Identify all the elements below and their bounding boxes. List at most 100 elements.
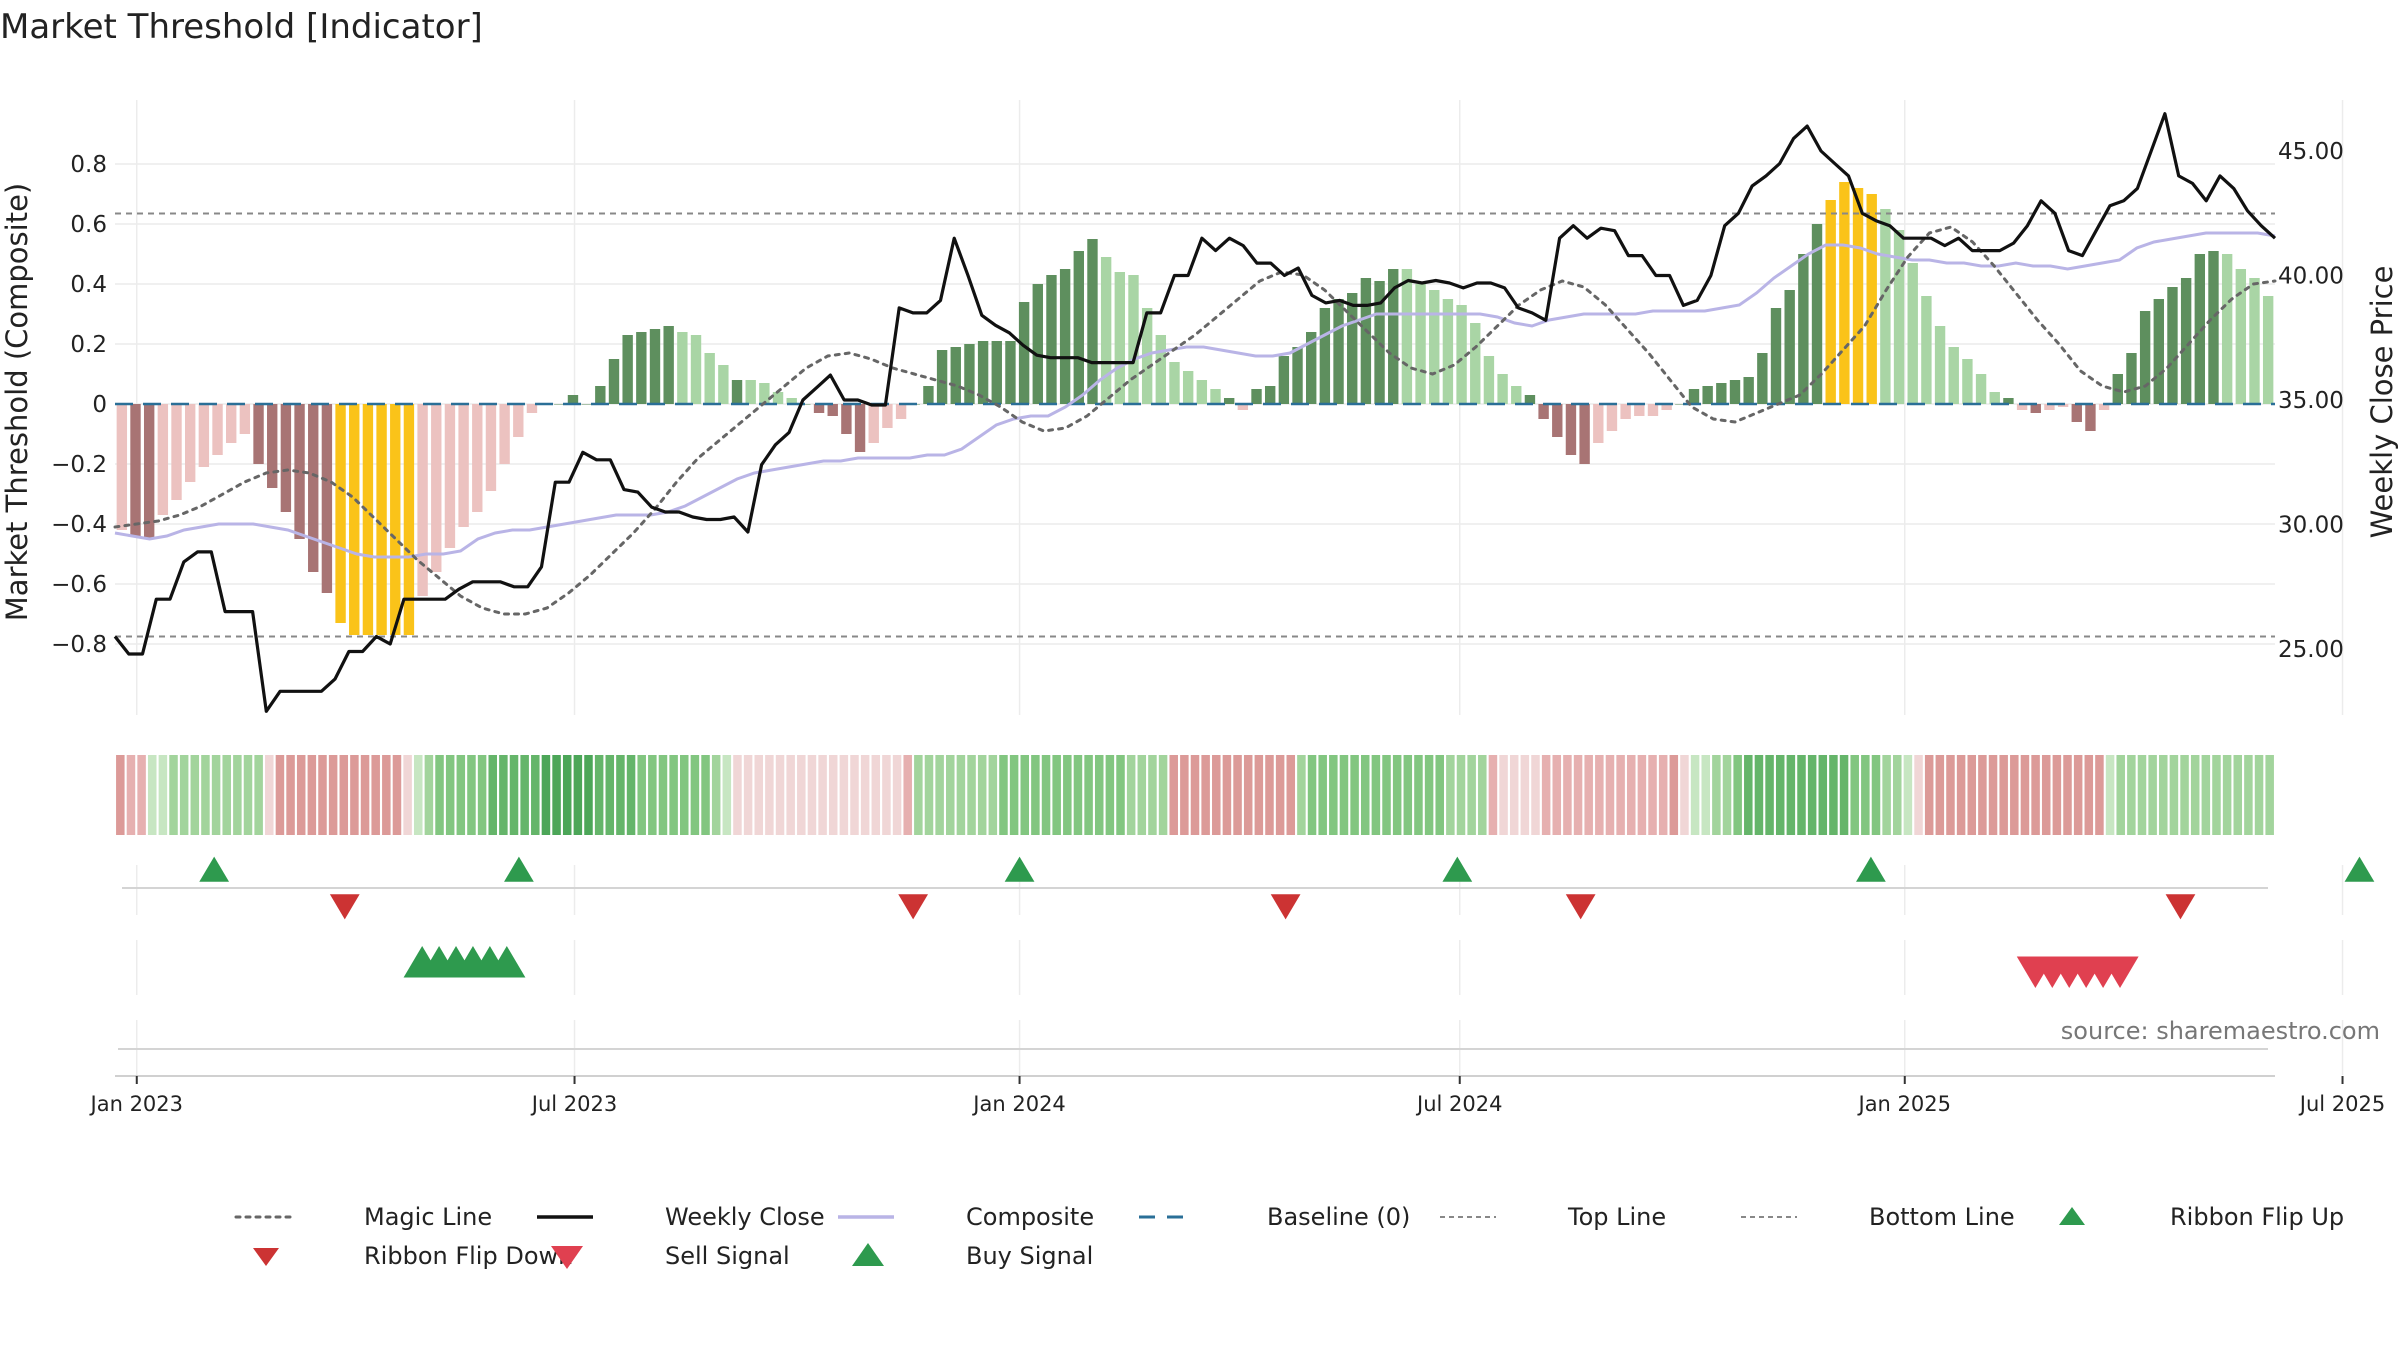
composite-bar [349,404,360,635]
ribbon-cell [2201,755,2211,835]
composite-bar [1059,269,1071,404]
ribbon-cell [1573,755,1583,835]
ribbon-cell [2190,755,2200,835]
ribbon-cell [605,755,615,835]
composite-bar [2167,287,2178,404]
composite-bar [2044,404,2055,410]
composite-bar [1128,275,1139,404]
ribbon-flip-down-marker [1270,894,1301,920]
composite-bar [1606,404,1618,431]
ribbon-cell [2148,755,2157,835]
ribbon-cell [584,755,593,835]
ribbon-cell [1978,755,1987,835]
ribbon-cell [935,755,944,835]
legend-item-flipup: Ribbon Flip Up [2059,1203,2344,1231]
ribbon-cell [265,755,274,835]
ribbon-cell [1520,755,1530,835]
composite-bar [2249,278,2260,404]
composite-bar [595,386,606,404]
composite-bar [1306,332,1317,404]
composite-bar [554,404,565,405]
ribbon-cell [1754,755,1764,835]
composite-bar [2208,251,2219,404]
legend-label: Sell Signal [665,1242,790,1270]
composite-bar [2003,398,2014,404]
ribbon-cell [1137,755,1147,835]
ribbon-cell [1233,755,1242,835]
composite-bar [1852,188,1864,404]
ribbon-cell [2254,755,2264,835]
composite-bar [1825,200,1836,404]
composite-bar [772,392,784,404]
y-left-tick-label: −0.8 [51,632,107,658]
composite-bar [130,404,141,536]
composite-bar [2057,404,2069,407]
composite-bar [1442,299,1454,404]
ribbon-cell [1275,755,1285,835]
ribbon-cell [637,755,646,835]
y-axis-right-label: Weekly Close Price [2365,266,2399,539]
ribbon-cell [797,755,806,835]
legend-item-buy: Buy Signal [852,1242,1093,1270]
composite-bar [1415,284,1426,404]
composite-bar [1975,374,1987,404]
ribbon-cell [1169,755,1178,835]
ribbon-cell [648,755,657,835]
composite-bar [1470,323,1481,404]
ribbon-cell [1807,755,1817,835]
ribbon-cell [1222,755,1232,835]
legend-item-top: Top Line [1440,1203,1666,1231]
composite-bar [1634,404,1645,416]
composite-bar [1114,272,1126,404]
composite-bar [143,404,155,539]
ribbon-cell [1073,755,1083,835]
composite-bar [690,335,702,404]
composite-bar [745,380,756,404]
composite-bar [2235,269,2247,404]
ribbon-cell [382,755,391,835]
composite-bar [1018,302,1030,404]
composite-bar [2221,254,2233,404]
composite-bar [1579,404,1590,464]
legend-item-sell: Sell Signal [551,1242,790,1270]
legend-item-composite: Composite [838,1203,1094,1231]
ribbon-cell [1861,755,1870,835]
ribbon-cell [1084,755,1093,835]
ribbon-cell [1488,755,1498,835]
composite-bar [1770,308,1782,404]
ribbon-cell [328,755,338,835]
ribbon-cell [339,755,349,835]
composite-bar [2153,299,2164,404]
composite-bar [1237,404,1249,410]
ribbon-cell [1350,755,1359,835]
ribbon-cell [2095,755,2104,835]
composite-bar [936,350,948,404]
legend-label: Magic Line [364,1203,492,1231]
legend-item-close: Weekly Close [537,1203,825,1231]
ribbon-cell [2041,755,2051,835]
ribbon-cell [360,755,370,835]
ribbon-cell [456,755,466,835]
ribbon-cell [2180,755,2189,835]
ribbon-cell [1903,755,1913,835]
ribbon-cell [1360,755,1370,835]
ribbon-cell [1988,755,1998,835]
ribbon-flip-down-marker [1565,894,1596,920]
ribbon-cell [1318,755,1327,835]
legend-swatch [253,1248,279,1266]
composite-bar [2071,404,2082,422]
ribbon-cell [509,755,519,835]
ribbon-cell [733,755,742,835]
ribbon-cell [1041,755,1051,835]
composite-bar [636,332,647,404]
ribbon-cell [2020,755,2030,835]
ribbon-cell [392,755,402,835]
ribbon-cell [2052,755,2062,835]
composite-bar [759,383,770,404]
composite-bar [977,341,989,404]
composite-bar [2126,353,2137,404]
composite-bar [1675,404,1686,405]
ribbon-cell [1893,755,1902,835]
ribbon-cell [1605,755,1615,835]
ribbon-cell [2222,755,2232,835]
